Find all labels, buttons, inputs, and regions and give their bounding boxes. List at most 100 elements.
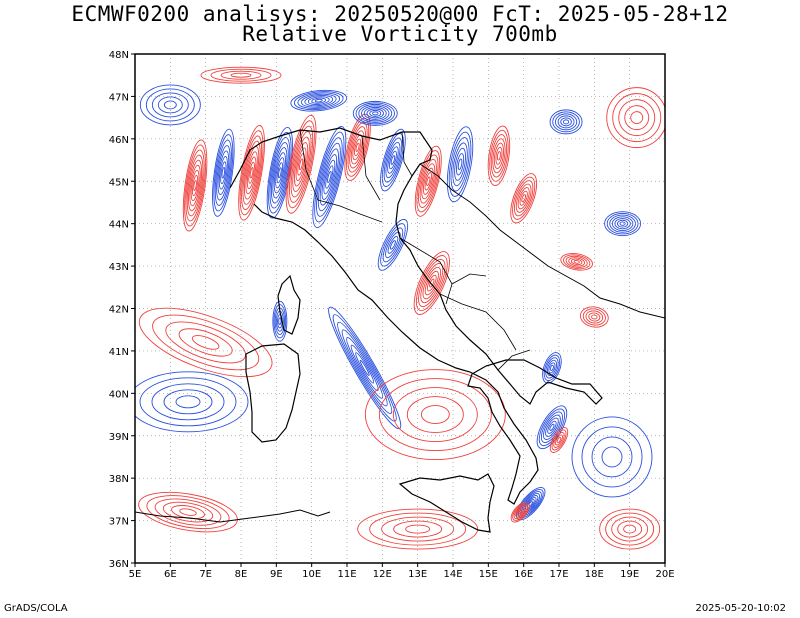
axis-ticks: 5E 6E 7E 8E 9E 10E 11E 12E 13E 14E 15E 16E 17E 18E 19E… — [109, 50, 675, 580]
contour-line — [496, 151, 501, 161]
contour-line — [298, 158, 304, 171]
contour-line — [316, 137, 343, 217]
positive-vorticity-contours — [606, 87, 665, 149]
contour-line — [424, 172, 432, 191]
contour-line — [581, 426, 643, 488]
positive-vorticity-contours — [560, 253, 593, 271]
lat-tick-label: 47N — [109, 92, 129, 103]
contour-line — [154, 498, 222, 526]
contour-line — [346, 337, 384, 399]
contour-line — [419, 158, 437, 204]
contour-line — [241, 135, 263, 211]
contour-line — [406, 396, 464, 433]
contour-line — [385, 141, 401, 179]
lat-tick-label: 44N — [109, 220, 129, 231]
contour-line — [193, 179, 197, 192]
contour-line — [619, 221, 626, 226]
contour-line — [220, 70, 262, 80]
contour-line — [614, 218, 631, 230]
contour-line — [420, 405, 450, 424]
contour-line — [249, 167, 254, 179]
contour-line — [418, 259, 446, 308]
lat-tick-label: 48N — [109, 50, 129, 61]
contour-line — [455, 153, 465, 176]
contour-line — [290, 131, 312, 198]
negative-vorticity-contours — [542, 352, 562, 384]
contour-line — [390, 155, 396, 165]
corsica-coastline — [277, 274, 301, 335]
contour-line — [300, 93, 337, 108]
contour-line — [570, 258, 583, 266]
contour-line — [617, 520, 643, 538]
contour-line — [517, 187, 530, 210]
contour-line — [490, 134, 508, 178]
contour-line — [321, 154, 338, 200]
contour-line — [185, 149, 205, 222]
contour-line — [248, 161, 255, 184]
contour-line — [369, 512, 467, 546]
contour-line — [546, 359, 558, 376]
contour-line — [582, 308, 606, 326]
positive-vorticity-contours — [579, 306, 609, 328]
contour-line — [383, 137, 403, 183]
contour-line — [549, 423, 555, 431]
contour-line — [599, 508, 661, 550]
contour-line — [571, 416, 653, 498]
lat-tick-label: 38N — [109, 474, 129, 485]
contour-line — [489, 129, 509, 182]
sardinia-coastline — [245, 343, 301, 443]
contour-line — [591, 436, 633, 478]
contour-line — [510, 501, 530, 523]
contour-line — [270, 142, 289, 204]
contour-line — [543, 354, 561, 382]
contour-line — [604, 211, 642, 237]
contour-line — [606, 87, 665, 149]
contour-line — [454, 147, 466, 181]
contour-line — [357, 508, 479, 550]
negative-vorticity-contours — [290, 89, 348, 112]
coastlines-borders — [135, 127, 665, 533]
contour-line — [186, 154, 204, 217]
lon-tick-label: 13E — [408, 569, 427, 580]
contour-line — [242, 140, 261, 205]
positive-vorticity-contours — [413, 251, 450, 315]
lat-tick-label: 40N — [109, 389, 129, 400]
contour-line — [415, 255, 448, 312]
contour-line — [388, 150, 397, 170]
vorticity-contours — [135, 66, 665, 550]
contour-line — [344, 113, 371, 181]
contour-line — [152, 314, 260, 371]
contour-line — [363, 106, 387, 120]
contour-line — [350, 130, 365, 165]
lon-tick-label: 15E — [479, 569, 498, 580]
contour-line — [214, 139, 232, 206]
contour-line — [218, 155, 228, 190]
contour-line — [163, 100, 177, 110]
positive-vorticity-contours — [138, 491, 238, 533]
contour-line — [287, 120, 315, 209]
negative-vorticity-contours — [352, 100, 398, 126]
contour-line — [562, 119, 570, 125]
contour-line — [555, 434, 563, 446]
contour-line — [275, 157, 285, 189]
contour-line — [276, 162, 284, 184]
lat-tick-label: 46N — [109, 135, 129, 146]
contour-line — [288, 125, 314, 203]
contour-line — [611, 516, 649, 542]
contour-line — [377, 218, 409, 271]
positive-vorticity-contours — [414, 145, 442, 217]
contour-line — [190, 169, 200, 202]
lat-tick-label: 42N — [109, 305, 129, 316]
contour-line — [547, 420, 557, 434]
contour-line — [554, 113, 578, 131]
contour-line — [217, 150, 230, 196]
positive-vorticity-contours — [510, 173, 538, 224]
contour-line — [372, 111, 379, 116]
contour-line — [157, 96, 183, 114]
chart-title: ECMWF0200 analisys: 20250520@00 FcT: 202… — [71, 2, 729, 26]
contour-line — [178, 328, 233, 357]
contour-line — [245, 151, 258, 195]
contour-line — [175, 395, 201, 409]
contour-line — [513, 505, 527, 520]
